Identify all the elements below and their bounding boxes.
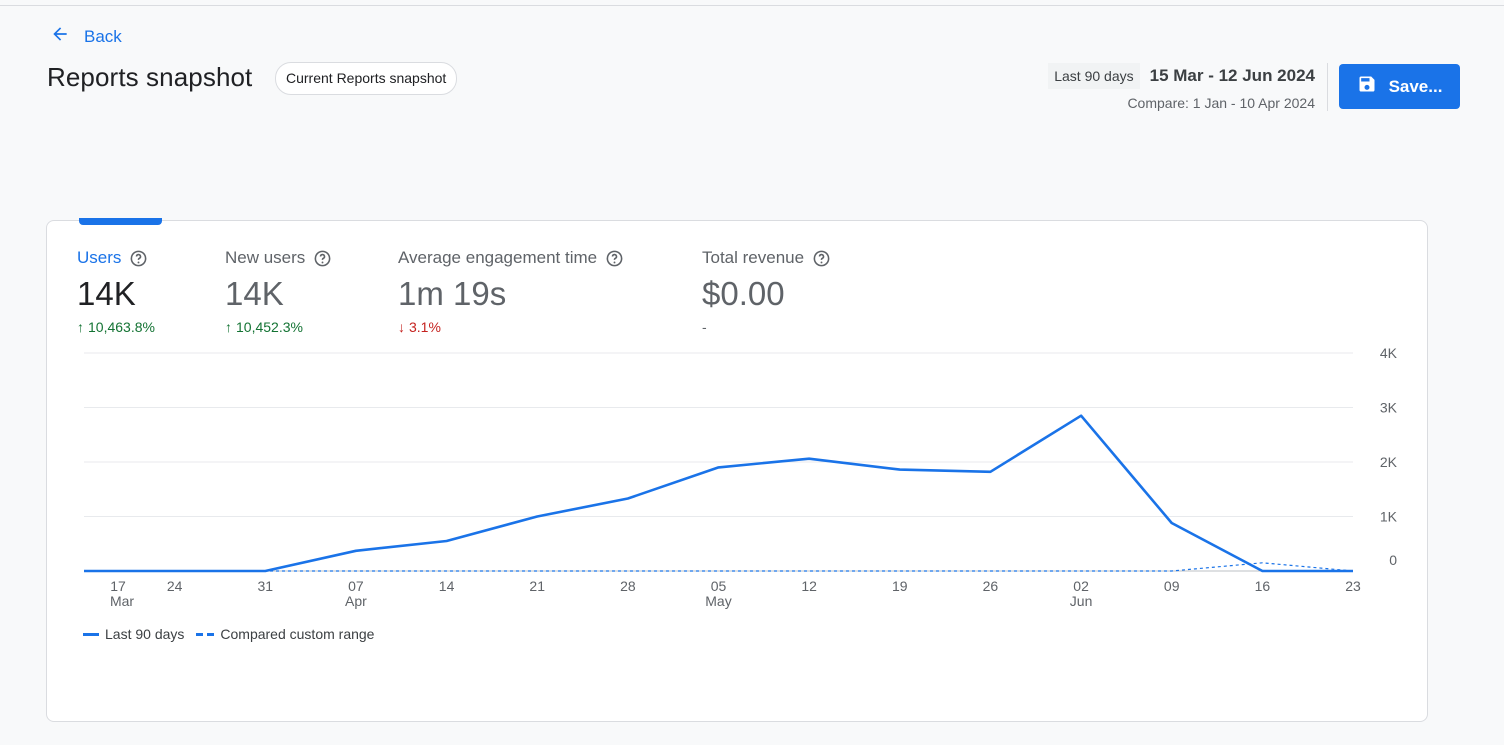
compare-range: Compare: 1 Jan - 10 Apr 2024 xyxy=(1127,95,1315,111)
metric-tab-avg-engagement-time[interactable]: Average engagement time 1m 19s ↓ 3.1% xyxy=(398,246,624,335)
x-tick-label: 28 xyxy=(620,578,636,594)
metric-change-value: 10,452.3% xyxy=(236,319,303,335)
active-tab-indicator xyxy=(79,218,162,225)
legend-swatch-solid xyxy=(83,632,99,636)
x-tick-label: 19 xyxy=(892,578,908,594)
x-tick-label: 23 xyxy=(1345,578,1361,594)
save-label: Save... xyxy=(1388,76,1443,96)
x-tick-label: 17 xyxy=(110,578,126,594)
x-tick-month-label: Apr xyxy=(345,593,367,609)
arrow-up-icon: ↑ xyxy=(77,319,84,335)
help-icon[interactable] xyxy=(313,249,332,268)
legend-label: Compared custom range xyxy=(220,626,375,642)
x-tick-month-label: Mar xyxy=(110,593,134,609)
range-badge: Last 90 days xyxy=(1048,63,1140,89)
header-divider xyxy=(1327,63,1328,111)
chart-legend: Last 90 days Compared custom range xyxy=(83,626,374,642)
metric-value: $0.00 xyxy=(702,275,785,312)
metric-tab-new-users[interactable]: New users 14K ↑ 10,452.3% xyxy=(225,246,332,335)
help-icon[interactable] xyxy=(812,249,831,268)
metric-value: 14K xyxy=(77,275,136,312)
metric-tab-users[interactable]: Users 14K ↑ 10,463.8% xyxy=(77,246,155,335)
legend-item-last-90-days: Last 90 days xyxy=(83,626,184,642)
save-button[interactable]: Save... xyxy=(1339,64,1460,109)
x-tick-label: 12 xyxy=(801,578,817,594)
x-tick-label: 02 xyxy=(1073,578,1089,594)
arrow-left-icon xyxy=(50,24,70,49)
x-tick-label: 26 xyxy=(983,578,999,594)
arrow-up-icon: ↑ xyxy=(225,319,232,335)
page-title: Reports snapshot xyxy=(47,62,253,92)
metric-change-value: - xyxy=(702,319,707,335)
metric-label: Average engagement time xyxy=(398,248,598,267)
y-tick-label: 4K xyxy=(1380,345,1398,361)
date-range-selector[interactable]: Last 90 days 15 Mar - 12 Jun 2024 Compar… xyxy=(1048,63,1315,111)
help-icon[interactable] xyxy=(605,249,624,268)
metric-change-value: 3.1% xyxy=(409,319,441,335)
date-range: 15 Mar - 12 Jun 2024 xyxy=(1149,66,1315,85)
legend-item-compared: Compared custom range xyxy=(196,626,374,642)
current-snapshot-chip[interactable]: Current Reports snapshot xyxy=(275,62,458,95)
x-tick-label: 24 xyxy=(167,578,183,594)
metric-change: - xyxy=(702,319,831,335)
legend-label: Last 90 days xyxy=(105,626,185,642)
x-tick-label: 21 xyxy=(529,578,545,594)
y-tick-label: 2K xyxy=(1380,454,1398,470)
x-tick-label: 14 xyxy=(439,578,455,594)
metrics-card xyxy=(46,220,1428,722)
x-tick-label: 07 xyxy=(348,578,364,594)
series-line-last-90-days xyxy=(84,414,1353,573)
metric-value: 14K xyxy=(225,275,284,312)
metric-value: 1m 19s xyxy=(398,275,507,312)
x-tick-label: 31 xyxy=(257,578,273,594)
metric-change: ↓ 3.1% xyxy=(398,319,624,335)
metric-change: ↑ 10,452.3% xyxy=(225,319,332,335)
x-tick-label: 09 xyxy=(1164,578,1180,594)
x-tick-month-label: Jun xyxy=(1070,593,1093,609)
metric-label: New users xyxy=(225,248,306,267)
arrow-down-icon: ↓ xyxy=(398,319,405,335)
metric-label: Users xyxy=(77,248,122,267)
metric-change-value: 10,463.8% xyxy=(88,319,155,335)
metric-label: Total revenue xyxy=(702,248,805,267)
help-icon[interactable] xyxy=(129,249,148,268)
metric-change: ↑ 10,463.8% xyxy=(77,319,155,335)
y-tick-label: 3K xyxy=(1380,400,1398,416)
back-button[interactable]: Back xyxy=(50,24,122,49)
x-tick-label: 16 xyxy=(1255,578,1271,594)
y-tick-label: 0 xyxy=(1389,552,1397,568)
y-tick-label: 1K xyxy=(1380,509,1398,525)
save-icon xyxy=(1357,74,1377,99)
x-tick-label: 05 xyxy=(711,578,727,594)
series-line-compared xyxy=(84,562,1354,572)
x-tick-month-label: May xyxy=(705,593,731,609)
top-divider xyxy=(0,5,1504,6)
legend-swatch-dashed xyxy=(196,632,215,636)
back-label: Back xyxy=(84,26,122,46)
metric-tab-total-revenue[interactable]: Total revenue $0.00 - xyxy=(702,246,831,335)
